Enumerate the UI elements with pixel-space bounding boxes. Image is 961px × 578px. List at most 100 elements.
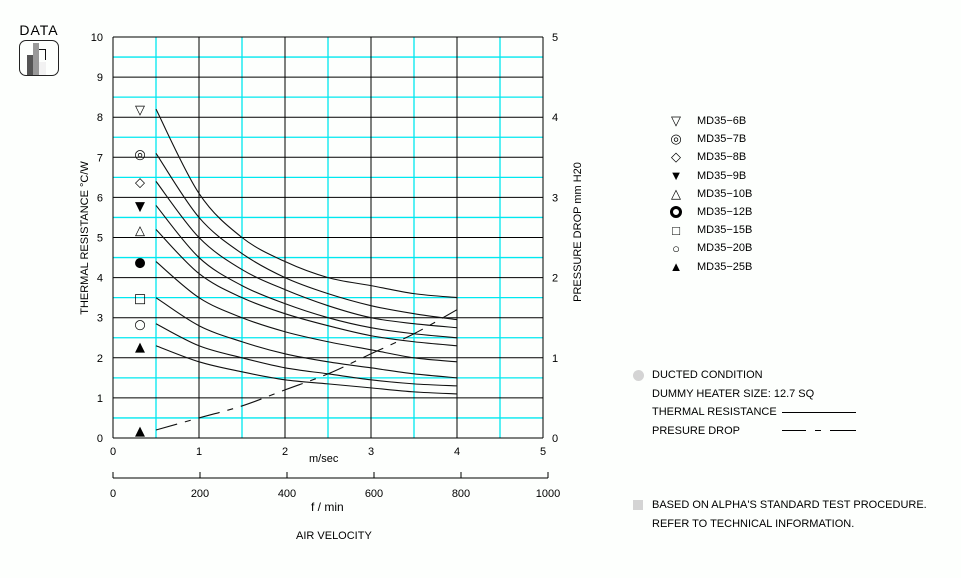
thermal-curve-MD35-25B [155,345,458,395]
thermal-curve-MD35-12B [155,261,458,363]
y2-axis-title: PRESSURE DROP mm H20 [572,162,584,302]
legend-item: ▼ MD35−9B [655,167,752,185]
thermal-curve-MD35-6B [155,108,458,299]
x-axis-title: AIR VELOCITY [296,530,372,542]
svg-text:200: 200 [191,488,209,500]
legend-item: ▲ MD35−25B [655,258,753,276]
svg-text:0: 0 [552,433,558,445]
series-marker: ▼ [135,199,145,214]
thermal-curve-MD35-20B [155,323,458,387]
svg-text:800: 800 [452,488,470,500]
footer-line-1: BASED ON ALPHA'S STANDARD TEST PROCEDURE… [652,499,927,511]
note-thermal: THERMAL RESISTANCE [652,403,927,422]
note-condition: DUCTED CONDITION [633,366,927,385]
diamond-outline-icon: ◇ [671,149,681,165]
legend-item: ▽ MD35−6B [655,112,752,130]
pressure-label: PRESURE DROP [652,424,741,437]
legend-label: MD35−12B [697,206,753,219]
note-pressure: PRESURE DROP [652,422,927,441]
svg-text:1000: 1000 [536,488,560,500]
series-marker: ● [134,256,145,271]
double-circle-icon: ◎ [670,131,682,147]
svg-text:2: 2 [282,446,288,458]
data-badge: DATA [18,22,60,76]
triangle-down-outline-icon: ▽ [671,113,681,129]
legend-item: △ MD35−10B [655,185,752,203]
triangle-down-filled-icon: ▼ [669,168,683,184]
svg-text:2: 2 [97,353,103,365]
legend-label: MD35−15B [697,224,753,237]
svg-text:0: 0 [97,433,103,445]
legend-item: MD35−12B [655,203,752,221]
series-marker: ◎ [134,147,145,162]
thermal-curve-MD35-10B [155,229,458,347]
series-marker: ○ [134,318,145,333]
notes: DUCTED CONDITION DUMMY HEATER SIZE: 12.7… [633,366,927,533]
svg-text:1: 1 [552,353,558,365]
svg-text:7: 7 [97,152,103,164]
note-heater: DUMMY HEATER SIZE: 12.7 SQ [652,385,927,404]
svg-text:0: 0 [110,446,116,458]
circle-outline-icon: ○ [672,240,680,256]
solid-line-icon [782,411,856,413]
legend-item: ◇ MD35−8B [655,148,752,166]
svg-text:5: 5 [540,446,546,458]
series-marker: ▲ [135,340,145,355]
condition-text: DUCTED CONDITION [652,369,763,381]
thermal-curve-MD35-15B [155,297,458,379]
svg-text:400: 400 [278,488,296,500]
bar-chart-icon [19,40,59,76]
legend-label: MD35−7B [697,133,747,146]
x-unit-ms: m/sec [309,453,339,465]
svg-text:5: 5 [552,32,558,44]
legend-label: MD35−25B [697,260,753,273]
series-marker: ◇ [135,175,145,190]
gray-square-icon [633,500,643,511]
svg-text:3: 3 [552,192,558,204]
svg-text:1: 1 [196,446,202,458]
series-marker: □ [134,292,146,307]
legend-label: MD35−9B [697,169,747,182]
svg-text:0: 0 [110,488,116,500]
legend-label: MD35−6B [697,115,747,128]
legend-label: MD35−8B [697,151,747,164]
y-axis-title: THERMAL RESISTANCE °C/W [79,161,91,315]
series-marker: ▲ [135,424,145,439]
thick-ring-icon [655,206,697,219]
svg-text:9: 9 [97,72,103,84]
note-footer-2: REFER TO TECHNICAL INFORMATION. [652,515,927,534]
thermal-curve-MD35-7B [155,152,458,321]
heater-text: DUMMY HEATER SIZE: 12.7 SQ [652,387,815,400]
svg-text:600: 600 [365,488,383,500]
gray-dot-icon [633,369,644,381]
svg-text:8: 8 [97,112,103,124]
x-unit-fmin: f / min [311,500,344,514]
svg-text:10: 10 [91,32,103,44]
thermal-curve-MD35-9B [155,205,458,339]
legend-item: ◎ MD35−7B [655,130,752,148]
legend-item: □ MD35−15B [655,221,752,239]
svg-text:6: 6 [97,192,103,204]
note-footer: BASED ON ALPHA'S STANDARD TEST PROCEDURE… [633,496,927,515]
legend-label: MD35−20B [697,242,753,255]
series-marker: △ [135,223,145,238]
svg-text:4: 4 [454,446,460,458]
legend: ▽ MD35−6B ◎ MD35−7B ◇ MD35−8B ▼ MD35−9B △ MD3… [655,112,753,276]
square-outline-icon: □ [672,222,680,238]
legend-item: ○ MD35−20B [655,239,752,257]
svg-text:2: 2 [552,273,558,285]
thermal-label: THERMAL RESISTANCE [652,406,777,418]
svg-text:4: 4 [552,112,558,124]
svg-text:3: 3 [368,446,374,458]
svg-text:1: 1 [97,393,103,405]
pressure-drop-curve [155,309,458,431]
footer-line-2: REFER TO TECHNICAL INFORMATION. [652,517,855,530]
svg-text:4: 4 [97,273,103,285]
svg-text:5: 5 [97,233,103,245]
dashed-line-icon [782,430,856,432]
data-badge-label: DATA [19,22,59,38]
triangle-up-filled-icon: ▲ [669,259,683,275]
series-marker: ▽ [135,103,145,118]
triangle-up-outline-icon: △ [671,185,681,201]
